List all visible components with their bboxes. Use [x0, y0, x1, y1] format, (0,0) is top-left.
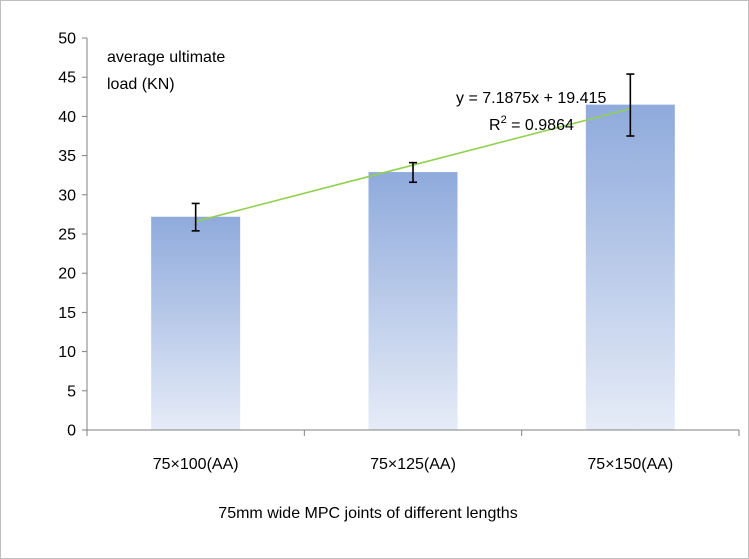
y-tick-label: 5: [67, 383, 76, 400]
error-bar-2: [409, 161, 417, 184]
y-tick-label: 10: [58, 344, 76, 361]
error-bar-3: [626, 73, 635, 137]
y-tick-label: 45: [58, 70, 76, 87]
x-tick-labels: 75×100(AA) 75×125(AA) 75×150(AA): [153, 456, 674, 473]
axes: [82, 37, 740, 436]
y-tick-label: 20: [58, 266, 76, 283]
y-tick-label: 25: [58, 227, 76, 244]
x-axis-label: 75mm wide MPC joints of different length…: [218, 505, 517, 522]
error-bar-1: [191, 202, 200, 232]
y-tick-label: 0: [67, 423, 76, 440]
r-squared-value: = 0.9864: [507, 117, 574, 134]
bar-1: [151, 216, 241, 430]
trendline-equation: y = 7.1875x + 19.415: [456, 90, 606, 107]
y-tick-label: 35: [58, 148, 76, 165]
category-label: 75×150(AA): [587, 456, 673, 473]
category-label: 75×100(AA): [153, 456, 239, 473]
y-tick-label: 40: [58, 109, 76, 126]
bar-3: [585, 104, 675, 430]
y-axis-label-line-2: load (KN): [107, 76, 175, 93]
bar-2: [368, 172, 458, 430]
y-tick-label: 50: [58, 31, 76, 48]
y-axis-label-line-1: average ultimate: [107, 49, 225, 66]
y-tick-labels: 0 5 10 15 20 25 30 35 40 45 50: [58, 31, 76, 440]
y-tick-label: 30: [58, 187, 76, 204]
trendline-r-squared: R2 = 0.9864: [489, 114, 574, 134]
bars: [151, 104, 675, 430]
r-squared-prefix: R: [489, 117, 501, 134]
r-squared-superscript: 2: [501, 114, 507, 126]
y-tick-label: 15: [58, 305, 76, 322]
error-bars: [191, 73, 635, 232]
category-label: 75×125(AA): [370, 456, 456, 473]
